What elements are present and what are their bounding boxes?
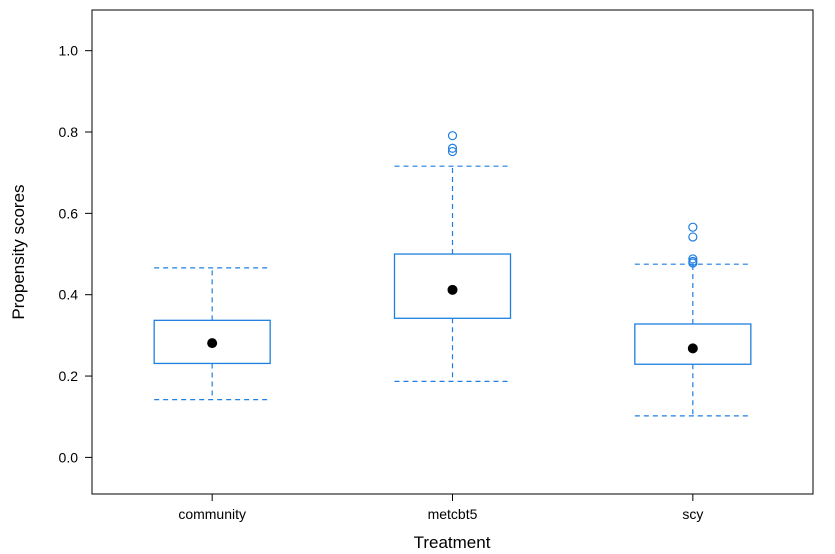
outlier-point xyxy=(447,131,458,141)
outlier-point xyxy=(447,146,458,157)
outlier-point xyxy=(688,258,698,268)
outlier-point xyxy=(688,232,698,242)
x-tick-label: community xyxy=(178,506,246,522)
median-marker xyxy=(687,343,698,354)
box-scy xyxy=(634,222,752,417)
y-tick-label: 0.6 xyxy=(59,205,79,221)
x-tick-label: metcbt5 xyxy=(428,506,478,522)
boxes xyxy=(153,131,752,417)
median-marker xyxy=(447,284,458,295)
outlier-point xyxy=(447,143,458,153)
x-axis-title: Treatment xyxy=(414,533,491,552)
box-community xyxy=(153,267,271,401)
median-marker xyxy=(207,338,218,349)
y-axis-title: Propensity scores xyxy=(9,184,28,319)
y-axis: 0.0 0.2 0.4 0.6 0.8 1.0 xyxy=(59,43,92,465)
y-tick-label: 0.2 xyxy=(59,368,79,384)
y-tick-label: 1.0 xyxy=(59,43,79,59)
x-axis: community metcbt5 scy xyxy=(178,494,703,522)
x-tick-label: scy xyxy=(682,506,703,522)
box-metcbt5 xyxy=(393,131,512,382)
outlier-point xyxy=(688,254,698,264)
y-tick-label: 0.0 xyxy=(59,449,79,465)
outlier-point xyxy=(688,222,698,232)
y-tick-label: 0.4 xyxy=(59,287,79,303)
y-tick-label: 0.8 xyxy=(59,124,79,140)
